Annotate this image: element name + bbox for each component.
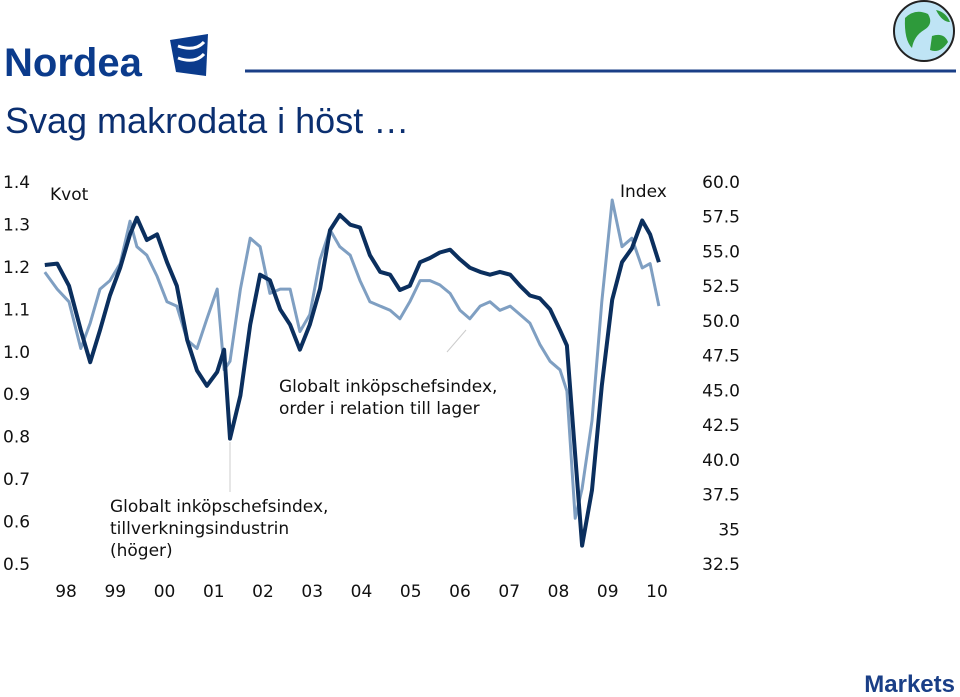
globe-circle [893,0,955,62]
y-tick-label: 0.5 [3,555,30,575]
y-tick-label: 0.9 [3,385,30,405]
y2-tick-label: 40.0 [702,451,740,471]
y2-tick-label: 57.5 [702,208,740,228]
y2-tick-label: 45.0 [702,381,740,401]
y-tick-label: 0.8 [3,428,30,448]
y2-tick-label: 50.0 [702,312,740,332]
y-tick-label: 1.1 [3,300,30,320]
y2-tick-label: 55.0 [702,242,740,262]
y2-tick-label: 52.5 [702,277,740,297]
x-tick-label: 05 [400,582,422,602]
y2-tick-label: 32.5 [702,555,740,575]
x-tick-label: 98 [55,582,77,602]
logo: Nordea [4,34,208,85]
y2-tick-label: 47.5 [702,347,740,367]
logo-text: Nordea [4,41,143,85]
y2-tick-label: 37.5 [702,486,740,506]
x-tick-label: 99 [104,582,126,602]
x-tick-label: 04 [351,582,373,602]
y-tick-label: 0.7 [3,470,30,490]
y2-tick-label: 60.0 [702,173,740,193]
x-tick-label: 02 [252,582,274,602]
y-axis-label: Kvot [50,185,89,205]
leader-line [446,329,467,353]
x-tick-label: 10 [646,582,668,602]
slide-title: Svag makrodata i höst … [5,100,409,141]
annotation: Globalt inköpschefsindex, tillverkningsin… [110,497,328,561]
y-tick-label: 1.4 [3,173,30,193]
globe-land [904,10,950,51]
y-tick-label: 1.0 [3,343,30,363]
x-tick-label: 08 [548,582,570,602]
y-tick-label: 0.6 [3,513,30,533]
y-tick-label: 1.2 [3,258,30,278]
series-line [43,198,661,520]
logo-sail-lines [177,40,206,62]
y-tick-label: 1.3 [3,215,30,235]
series-line [44,212,661,548]
x-tick-label: 01 [203,582,225,602]
y2-axis-label: Index [620,182,667,202]
plot: 0.5 0.6 0.7 0.8 0.9 1.0 1.1 1.2 1.3 1.4 32.5 35 37.5… [3,173,740,602]
x-tick-label: 00 [154,582,176,602]
footer-brand: Markets [864,671,955,697]
logo-sail [170,34,208,76]
x-tick-label: 09 [597,582,619,602]
y2-tick-label: 42.5 [702,416,740,436]
x-tick-label: 06 [449,582,471,602]
annotation: Globalt inköpschefsindex, order i relatio… [279,377,497,419]
y2-tick-label: 35 [718,520,740,540]
globe [893,0,955,62]
x-tick-label: 07 [498,582,520,602]
x-tick-label: 03 [301,582,323,602]
